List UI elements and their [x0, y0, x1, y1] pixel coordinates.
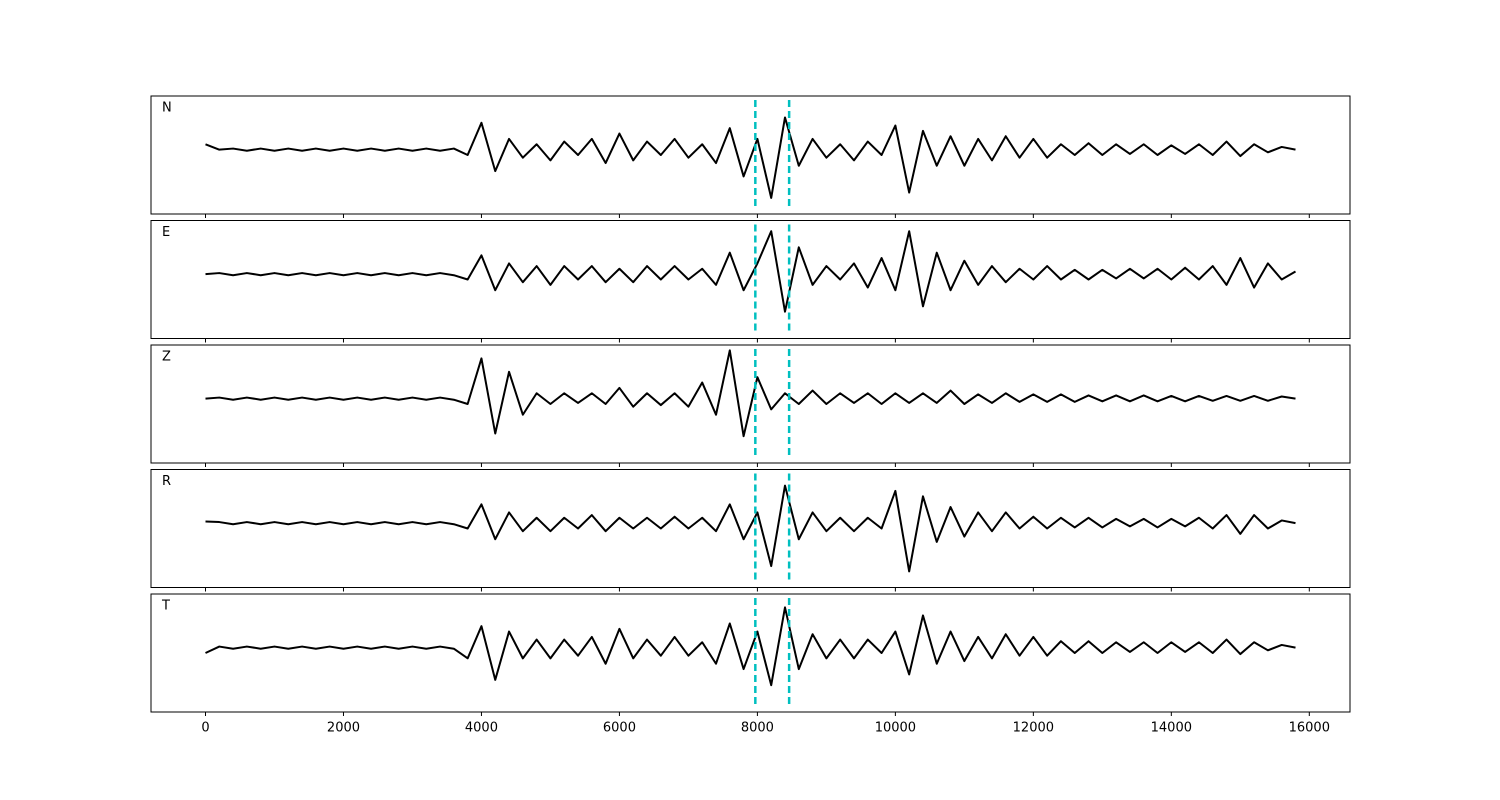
- x-tick-label: 2000: [327, 721, 360, 736]
- waveform: [205, 606, 1296, 687]
- panel-label: N: [162, 101, 172, 116]
- x-tick-label: 0: [201, 721, 209, 736]
- waveform: [205, 116, 1296, 199]
- panel-label: Z: [162, 350, 171, 365]
- panel-label: E: [162, 225, 170, 240]
- panel-frame: [150, 220, 1351, 339]
- panel-label: T: [161, 599, 170, 614]
- waveform: [205, 230, 1297, 313]
- panel-frame: [150, 95, 1351, 215]
- x-tick-label: 10000: [875, 721, 916, 736]
- panel-label: R: [162, 474, 171, 489]
- waveform: [205, 484, 1296, 573]
- x-tick-label: 12000: [1013, 721, 1054, 736]
- x-tick-label: 14000: [1151, 721, 1192, 736]
- x-tick-label: 16000: [1289, 721, 1330, 736]
- panel-frame: [150, 344, 1351, 464]
- panel-frame: [150, 593, 1351, 713]
- x-tick-label: 8000: [741, 721, 774, 736]
- x-tick-label: 6000: [603, 721, 636, 736]
- x-tick-label: 4000: [465, 721, 498, 736]
- waveform: [205, 349, 1296, 438]
- panel-frame: [150, 469, 1351, 588]
